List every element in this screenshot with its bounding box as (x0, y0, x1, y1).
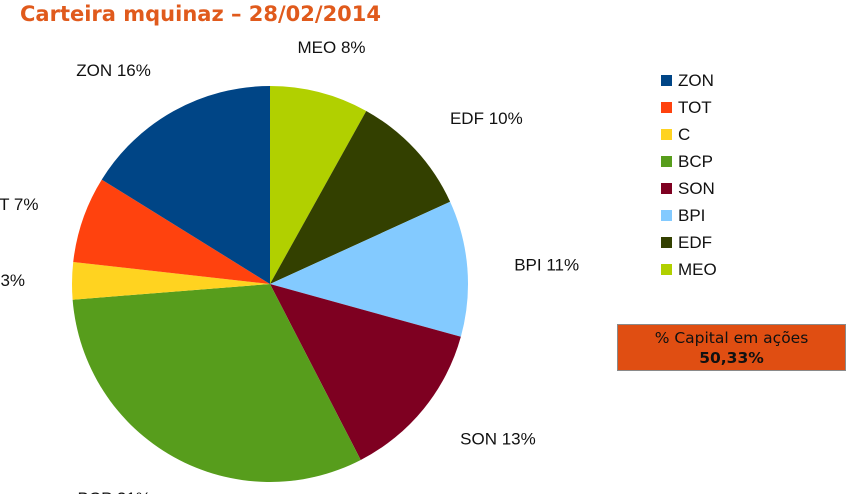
legend-item-edf: EDF (661, 229, 717, 256)
legend-item-bcp: BCP (661, 148, 717, 175)
legend-swatch (661, 237, 672, 248)
capital-value: 50,33% (699, 349, 764, 367)
legend-swatch (661, 102, 672, 113)
capital-label: % Capital em ações (654, 329, 809, 347)
capital-in-stocks-box: % Capital em ações 50,33% (617, 324, 846, 371)
slice-label-son: SON 13% (460, 429, 536, 448)
chart-legend: ZON TOT C BCP SON BPI EDF MEO (661, 67, 717, 283)
pie-slice-c (72, 262, 270, 300)
legend-label: SON (678, 178, 715, 198)
pie-slice-zon (101, 86, 270, 284)
slice-label-c: C 3% (0, 271, 25, 290)
legend-label: EDF (678, 232, 712, 252)
legend-label: C (678, 124, 691, 144)
legend-swatch (661, 129, 672, 140)
pie-slice-son (270, 284, 461, 460)
legend-swatch (661, 210, 672, 221)
legend-swatch (661, 183, 672, 194)
slice-label-zon: ZON 16% (76, 61, 151, 80)
legend-label: BCP (678, 151, 713, 171)
pie-slice-bcp (72, 284, 361, 483)
legend-item-son: SON (661, 175, 717, 202)
pie-slice-tot (73, 179, 270, 284)
slice-label-bcp: BCP 31% (77, 489, 150, 494)
chart-title: Carteira mquinaz – 28/02/2014 (20, 2, 382, 26)
slice-label-meo: MEO 8% (298, 38, 366, 57)
pie-slice-bpi (270, 201, 468, 337)
legend-item-c: C (661, 121, 717, 148)
legend-swatch (661, 75, 672, 86)
legend-item-zon: ZON (661, 67, 717, 94)
slice-label-bpi: BPI 11% (514, 256, 579, 275)
legend-swatch (661, 264, 672, 275)
pie-slice-meo (270, 86, 367, 284)
legend-label: ZON (678, 70, 714, 90)
pie-chart: MEO 8% EDF 10% BPI 11% SON 13% BCP 31% C 3% TO… (0, 38, 579, 494)
legend-label: MEO (678, 259, 717, 279)
legend-item-bpi: BPI (661, 202, 717, 229)
legend-label: TOT (678, 97, 712, 117)
pie-slice-edf (270, 110, 451, 285)
slice-label-tot: TOT 7% (0, 195, 38, 214)
legend-item-tot: TOT (661, 94, 717, 121)
legend-item-meo: MEO (661, 256, 717, 283)
legend-label: BPI (678, 205, 706, 225)
slice-label-edf: EDF 10% (450, 109, 523, 128)
legend-swatch (661, 156, 672, 167)
